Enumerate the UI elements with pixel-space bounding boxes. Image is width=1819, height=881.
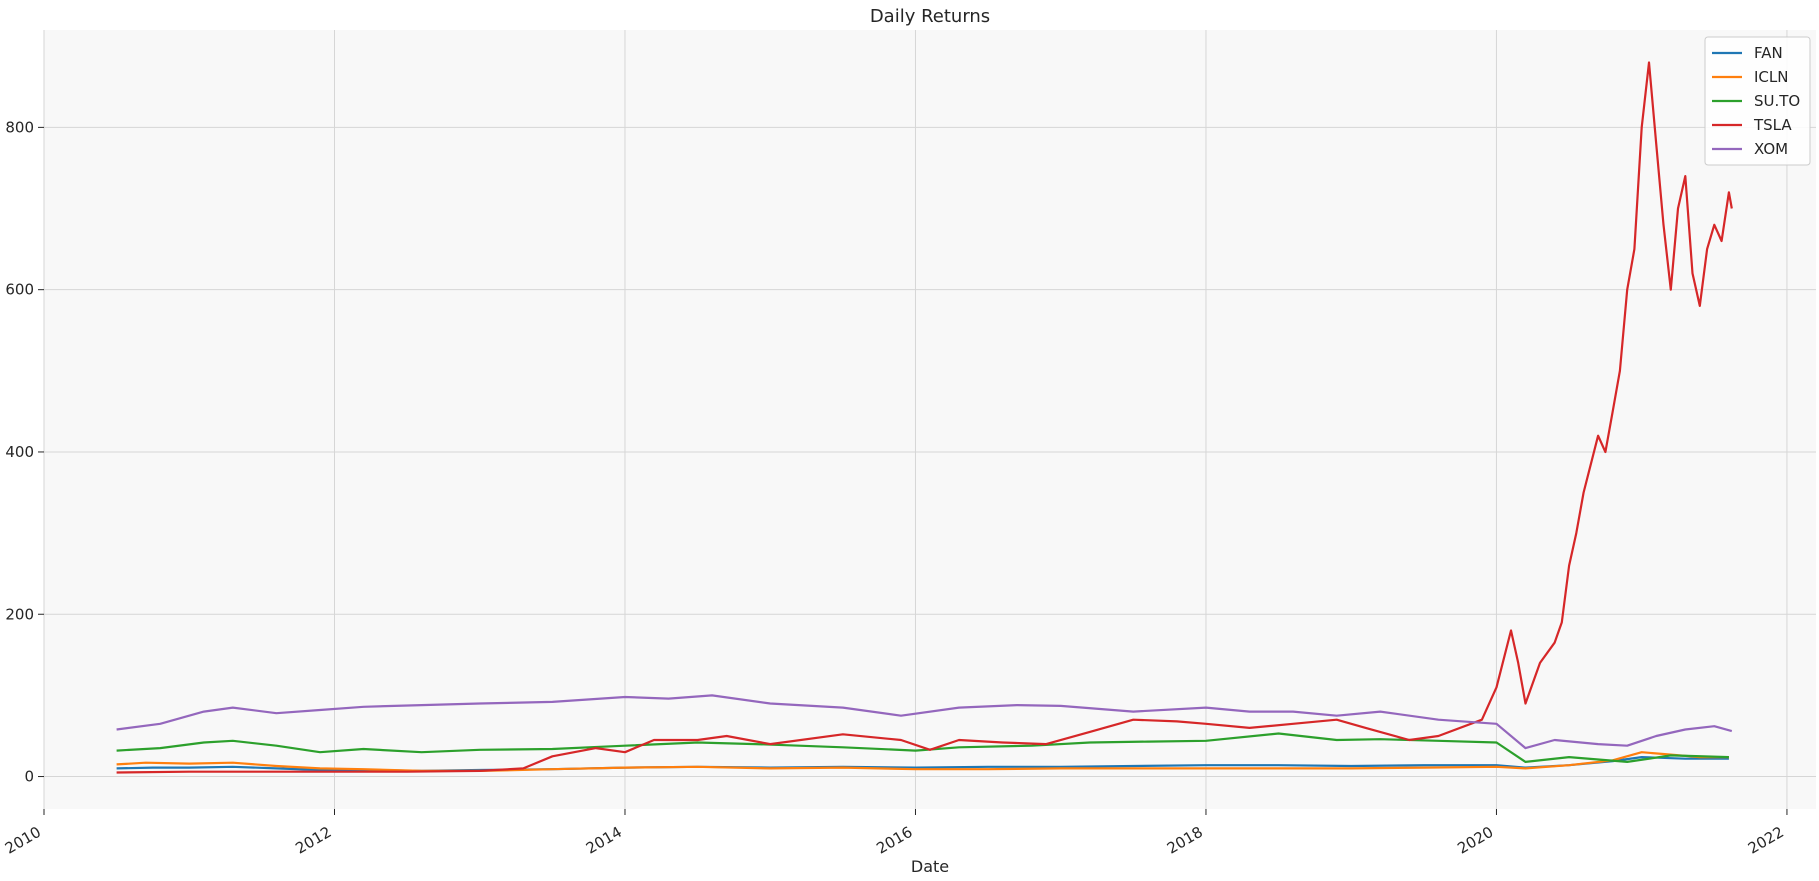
y-tick-label: 200: [5, 605, 34, 623]
x-tick-label: 2010: [2, 823, 44, 858]
legend-label: FAN: [1754, 44, 1783, 62]
x-axis-title: Date: [911, 857, 949, 876]
y-tick-label: 600: [5, 281, 34, 299]
series-line-icln: [116, 751, 1729, 772]
x-tick-label: 2018: [1164, 823, 1206, 858]
x-axis: 2010 2012 2014 2016 2018 2020 2022: [2, 809, 1788, 858]
x-tick-label: 2016: [873, 823, 915, 858]
x-tick-label: 2022: [1745, 823, 1787, 858]
legend-label: ICLN: [1754, 68, 1788, 86]
legend-box: [1704, 36, 1811, 166]
chart-title: Daily Returns: [870, 6, 990, 27]
legend: FAN ICLN SU.TO TSLA XOM: [1704, 36, 1811, 166]
plot-background: [44, 30, 1816, 809]
y-tick-label: 400: [5, 443, 34, 461]
series-lines: [116, 61, 1733, 774]
y-axis: 0 200 400 600 800: [5, 118, 44, 786]
legend-label: XOM: [1754, 140, 1788, 158]
series-line-tsla: [116, 61, 1733, 774]
series-line-su-to: [116, 732, 1729, 763]
x-tick-label: 2020: [1454, 823, 1496, 858]
legend-label: SU.TO: [1754, 92, 1800, 110]
gridlines: [43, 30, 1816, 809]
legend-label: TSLA: [1753, 116, 1792, 134]
x-tick-label: 2014: [583, 823, 625, 858]
series-line-xom: [116, 694, 1733, 750]
x-tick-label: 2012: [292, 823, 334, 858]
y-tick-label: 0: [24, 768, 34, 786]
y-tick-label: 800: [5, 118, 34, 136]
